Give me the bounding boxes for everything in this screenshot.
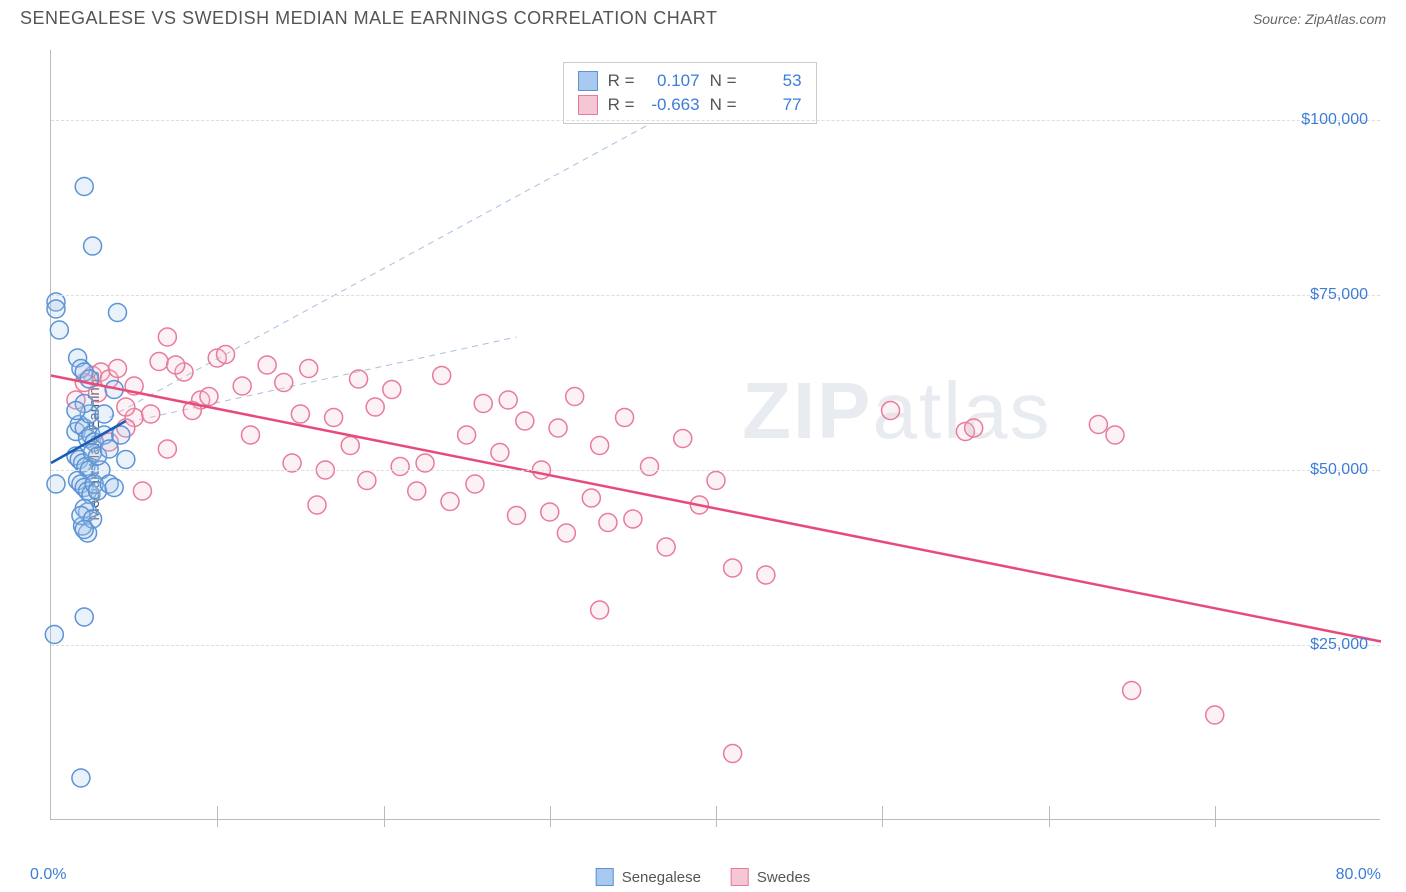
stats-swatch-swedes xyxy=(578,95,598,115)
stats-n-senegalese: 53 xyxy=(747,71,802,91)
x-axis-max-label: 80.0% xyxy=(1336,866,1381,884)
stats-r-label: R = xyxy=(608,95,635,115)
x-axis-min-label: 0.0% xyxy=(30,866,66,884)
chart-header: SENEGALESE VS SWEDISH MEDIAN MALE EARNIN… xyxy=(0,0,1406,33)
stats-r-label: R = xyxy=(608,71,635,91)
scatter-svg xyxy=(51,50,1380,819)
stats-n-swedes: 77 xyxy=(747,95,802,115)
source-attribution: Source: ZipAtlas.com xyxy=(1253,11,1386,27)
y-tick-label: $25,000 xyxy=(1310,636,1368,654)
legend-label-swedes: Swedes xyxy=(757,869,810,886)
legend-item-senegalese: Senegalese xyxy=(596,868,701,886)
legend-item-swedes: Swedes xyxy=(731,868,810,886)
stats-n-label: N = xyxy=(710,95,737,115)
legend: Senegalese Swedes xyxy=(596,868,811,886)
correlation-stats-box: R = 0.107 N = 53 R = -0.663 N = 77 xyxy=(563,62,817,124)
legend-swatch-senegalese xyxy=(596,868,614,886)
y-tick-label: $100,000 xyxy=(1301,111,1368,129)
y-tick-label: $75,000 xyxy=(1310,286,1368,304)
plot-area: ZIPatlas R = 0.107 N = 53 R = -0.663 N =… xyxy=(50,50,1380,820)
legend-swatch-swedes xyxy=(731,868,749,886)
stats-row-swedes: R = -0.663 N = 77 xyxy=(578,93,802,117)
legend-label-senegalese: Senegalese xyxy=(622,869,701,886)
stats-n-label: N = xyxy=(710,71,737,91)
stats-r-senegalese: 0.107 xyxy=(645,71,700,91)
stats-r-swedes: -0.663 xyxy=(645,95,700,115)
stats-swatch-senegalese xyxy=(578,71,598,91)
y-tick-label: $50,000 xyxy=(1310,461,1368,479)
stats-row-senegalese: R = 0.107 N = 53 xyxy=(578,69,802,93)
chart-title: SENEGALESE VS SWEDISH MEDIAN MALE EARNIN… xyxy=(20,8,717,29)
